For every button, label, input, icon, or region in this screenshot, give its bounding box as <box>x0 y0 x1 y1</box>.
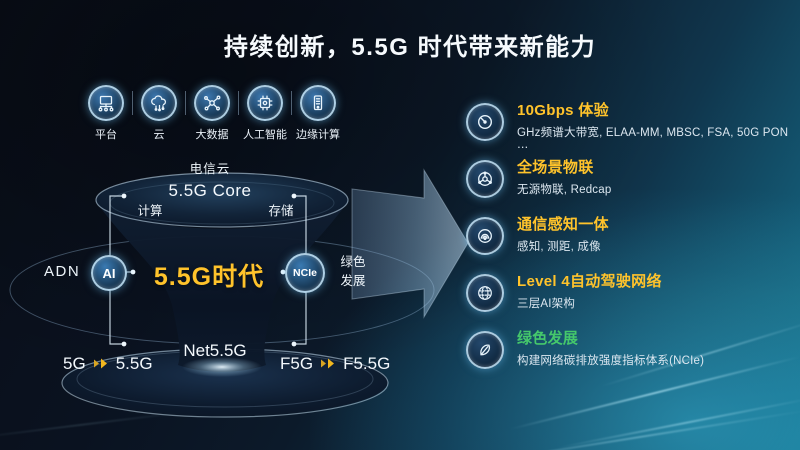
adn-label: ADN <box>44 263 81 280</box>
ai-label: 人工智能 <box>243 129 287 141</box>
compute-label: 计算 <box>137 204 163 218</box>
capability-subtitle: 三层AI架构 <box>517 298 576 310</box>
divider <box>132 91 133 115</box>
autonomous-network-icon <box>466 274 504 312</box>
ai-chip-icon <box>247 85 283 121</box>
page-title: 持续创新，5.5G 时代带来新能力 <box>223 34 597 61</box>
capability-list: 10Gbps 体验 GHz频谱大带宽, ELAA-MM, MBSC, FSA, … <box>466 101 798 386</box>
ncie-badge: NCIe <box>285 253 325 293</box>
core-label: 5.5G Core <box>168 181 252 200</box>
capability-title: 通信感知一体 <box>517 216 609 233</box>
capability-title: 全场景物联 <box>517 159 594 176</box>
capability-subtitle: GHz频谱大带宽, ELAA-MM, MBSC, FSA, 50G PON ⋯ <box>517 127 789 154</box>
green-development-label: 绿色 发展 <box>340 255 366 289</box>
capability-title: 10Gbps 体验 <box>517 102 609 119</box>
background-glow-mid <box>460 190 800 400</box>
cloud-label: 云 <box>153 129 165 141</box>
capability-iot: 全场景物联 无源物联, Redcap <box>466 158 798 199</box>
green-leaf-icon <box>466 331 504 369</box>
ai-badge: AI <box>91 255 127 291</box>
big-data-item: 大数据 <box>186 85 238 142</box>
evolution-f5g: F5G F5.5G <box>280 354 390 374</box>
evolution-5g: 5G 5.5G <box>63 354 153 374</box>
double-chevron-icon <box>93 354 109 374</box>
capability-title: Level 4自动驾驶网络 <box>517 273 662 290</box>
platform-label: 平台 <box>95 129 117 141</box>
capability-green: 绿色发展 构建网络碳排放强度指标体系(NCIe) <box>466 329 798 370</box>
ai-item: 人工智能 <box>239 85 291 142</box>
evolution-to: 5.5G <box>115 354 153 373</box>
edge-computing-item: 边缘计算 <box>292 85 344 142</box>
edge-computing-label: 边缘计算 <box>296 129 340 141</box>
capability-autonomous-network: Level 4自动驾驶网络 三层AI架构 <box>466 272 798 313</box>
cloud-icon <box>141 85 177 121</box>
capability-10gbps: 10Gbps 体验 GHz频谱大带宽, ELAA-MM, MBSC, FSA, … <box>466 101 798 154</box>
divider <box>185 91 186 115</box>
capability-title: 绿色发展 <box>517 330 579 347</box>
iot-globe-icon <box>466 160 504 198</box>
top-icon-row: 平台 云 大数据 <box>80 85 344 142</box>
era-label: 5.5G时代 <box>153 263 265 291</box>
storage-label: 存储 <box>268 204 294 218</box>
capability-sensing: 通信感知一体 感知, 测距, 成像 <box>466 215 798 256</box>
platform-item: 平台 <box>80 85 132 142</box>
cloud-item: 云 <box>133 85 185 142</box>
speed-gauge-icon <box>466 103 504 141</box>
evolution-from: F5G <box>280 354 314 373</box>
capability-subtitle: 构建网络碳排放强度指标体系(NCIe) <box>517 355 705 367</box>
evolution-from: 5G <box>63 354 86 373</box>
big-data-label: 大数据 <box>195 129 229 141</box>
telecom-cloud-label: 电信云 <box>189 162 231 176</box>
net-label: Net5.5G <box>183 341 247 360</box>
big-data-icon <box>194 85 230 121</box>
platform-icon <box>88 85 124 121</box>
divider <box>291 91 292 115</box>
divider <box>238 91 239 115</box>
double-chevron-icon <box>320 354 336 374</box>
capability-subtitle: 感知, 测距, 成像 <box>517 241 601 253</box>
evolution-to: F5.5G <box>343 354 391 373</box>
capability-subtitle: 无源物联, Redcap <box>517 184 612 196</box>
sensing-icon <box>466 217 504 255</box>
edge-computing-icon <box>300 85 336 121</box>
